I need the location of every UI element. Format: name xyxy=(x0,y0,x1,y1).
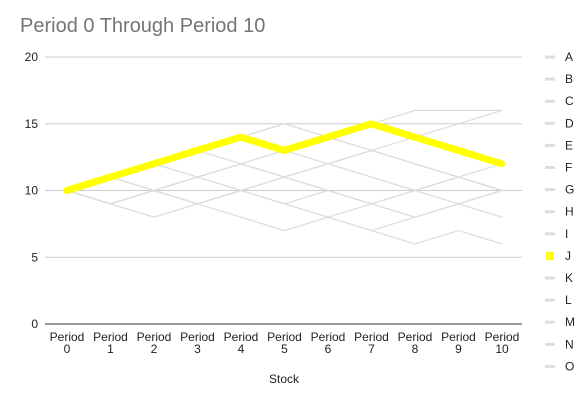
legend-item-h[interactable]: H xyxy=(545,205,574,219)
x-tick-label: Period 5 xyxy=(267,330,302,356)
x-axis-label: Stock xyxy=(269,372,300,386)
legend-marker xyxy=(545,77,555,81)
legend-label: M xyxy=(565,315,575,329)
dimmed-series-lines xyxy=(66,109,503,245)
legend-label: A xyxy=(565,50,573,64)
legend-label: F xyxy=(565,161,572,175)
legend-marker xyxy=(545,188,555,192)
series-line-a xyxy=(66,123,503,192)
y-tick-label: 0 xyxy=(31,317,38,331)
x-tick-label: Period 6 xyxy=(311,330,346,356)
legend-marker xyxy=(545,121,555,125)
legend-item-c[interactable]: C xyxy=(545,94,574,108)
legend-item-e[interactable]: E xyxy=(545,138,573,152)
legend-label: K xyxy=(565,271,573,285)
legend-item-i[interactable]: I xyxy=(545,227,568,241)
x-tick-label: Period 0 xyxy=(50,330,85,356)
legend-marker xyxy=(545,166,555,169)
legend-item-a[interactable]: A xyxy=(545,50,573,64)
series-line-o xyxy=(66,176,503,218)
legend-label: E xyxy=(565,138,573,152)
legend-label: O xyxy=(565,359,574,373)
legend-item-k[interactable]: K xyxy=(545,271,573,285)
legend-item-n[interactable]: N xyxy=(545,337,574,351)
legend-marker xyxy=(545,210,555,214)
x-tick-label: Period 3 xyxy=(180,330,215,356)
legend-marker xyxy=(545,364,555,368)
legend-marker xyxy=(545,342,555,346)
legend-label: D xyxy=(565,116,574,130)
legend-item-d[interactable]: D xyxy=(545,116,574,130)
legend-item-b[interactable]: B xyxy=(545,72,573,86)
highlighted-series-line xyxy=(63,120,506,194)
legend-marker xyxy=(545,55,555,59)
x-tick-label: Period 10 xyxy=(485,330,520,356)
legend-marker xyxy=(545,232,555,236)
legend-item-f[interactable]: F xyxy=(545,161,572,175)
legend-label: C xyxy=(565,94,574,108)
x-axis-ticks: Period 0 Period 1 Period 2 Period 3 Period 4 Perio… xyxy=(50,330,520,356)
x-tick-label: Period 7 xyxy=(354,330,389,356)
legend-item-m[interactable]: M xyxy=(545,315,575,329)
legend-label: B xyxy=(565,72,573,86)
y-tick-label: 5 xyxy=(31,250,38,264)
x-tick-label: Period 4 xyxy=(224,330,259,356)
y-tick-label: 20 xyxy=(25,50,39,64)
y-tick-label: 15 xyxy=(25,117,39,131)
grid-lines xyxy=(45,56,522,258)
legend-item-o[interactable]: O xyxy=(545,359,574,373)
y-axis-ticks: 0 5 10 15 20 xyxy=(25,50,39,331)
x-tick-label: Period 9 xyxy=(441,330,476,356)
legend-marker xyxy=(545,276,555,280)
series-line-n xyxy=(66,163,503,205)
legend-item-j[interactable]: J xyxy=(546,249,571,263)
series-line-j xyxy=(63,120,506,194)
x-tick-label: Period 2 xyxy=(137,330,172,356)
legend-marker xyxy=(545,99,555,103)
chart-title: Period 0 Through Period 10 xyxy=(20,15,265,37)
legend-label: I xyxy=(565,227,568,241)
series-line-g xyxy=(66,123,503,192)
x-tick-label: Period 8 xyxy=(398,330,433,356)
legend-marker xyxy=(545,320,555,324)
legend-label: L xyxy=(565,293,572,307)
legend-marker xyxy=(546,251,554,260)
legend-label: G xyxy=(565,183,574,197)
legend-label: N xyxy=(565,337,574,351)
x-tick-label: Period 1 xyxy=(93,330,128,356)
legend-item-g[interactable]: G xyxy=(545,183,574,197)
legend-item-l[interactable]: L xyxy=(545,293,572,307)
y-tick-label: 10 xyxy=(25,184,39,198)
legend-label: J xyxy=(565,249,571,263)
legend-label: H xyxy=(565,205,574,219)
legend-marker xyxy=(545,143,555,147)
legend-marker xyxy=(545,298,555,302)
